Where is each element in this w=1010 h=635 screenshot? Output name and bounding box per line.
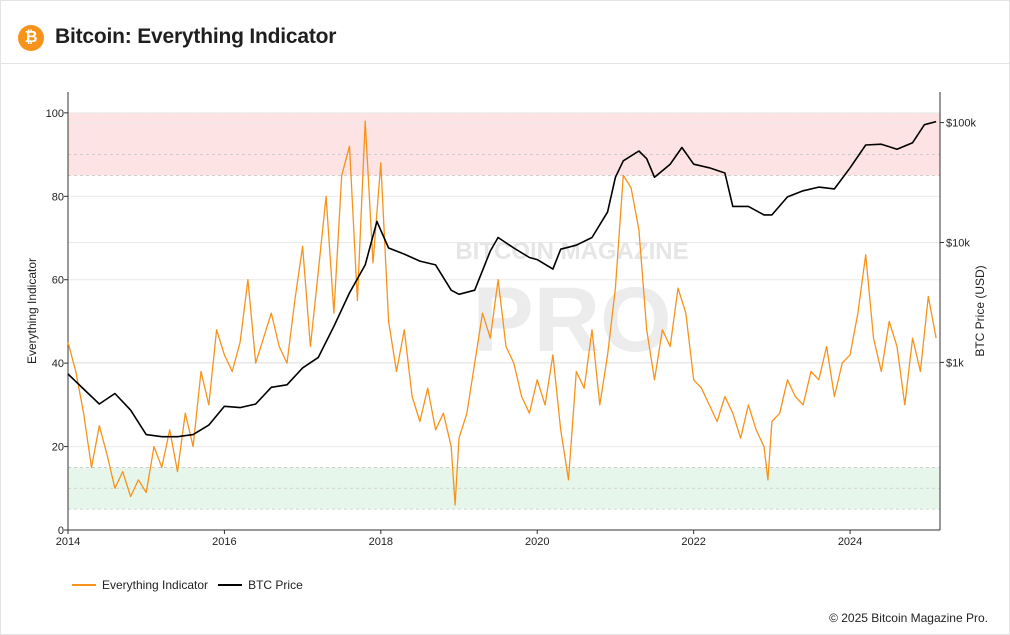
chart-legend: Everything Indicator BTC Price xyxy=(72,578,313,592)
y2-tick-label: $10k xyxy=(946,238,970,250)
legend-item-btc-price[interactable]: BTC Price xyxy=(218,578,303,592)
x-tick-label: 2024 xyxy=(838,536,862,548)
x-tick-label: 2020 xyxy=(525,536,549,548)
band-high-zone xyxy=(68,112,940,176)
x-tick-label: 2014 xyxy=(56,536,80,548)
x-tick-label: 2016 xyxy=(212,536,236,548)
watermark-line1: BITCOIN MAGAZINE xyxy=(455,238,688,265)
watermark-line2: PRO xyxy=(472,269,671,371)
legend-item-everything-indicator[interactable]: Everything Indicator xyxy=(72,578,208,592)
btc-price-line xyxy=(67,120,937,438)
y-axis-title: Everything Indicator xyxy=(25,258,39,364)
y-tick-label: 0 xyxy=(58,525,64,537)
x-tick-label: 2022 xyxy=(681,536,705,548)
y-tick-label: 20 xyxy=(52,442,64,454)
everything-indicator-line xyxy=(67,120,937,506)
chart-plot: BITCOIN MAGAZINE PRO 0 20 40 60 80 100 $1k $10k $1… xyxy=(25,92,987,548)
copyright-notice: © 2025 Bitcoin Magazine Pro. xyxy=(829,611,988,625)
band-low-zone xyxy=(68,467,940,510)
legend-label: Everything Indicator xyxy=(102,578,209,592)
chart-header: ₿ Bitcoin: Everything Indicator xyxy=(1,1,1009,64)
y-tick-label: 100 xyxy=(46,108,64,120)
legend-swatch-indicator xyxy=(72,584,96,586)
x-tick-label: 2018 xyxy=(369,536,393,548)
y-tick-label: 60 xyxy=(52,275,64,287)
y2-tick-label: $1k xyxy=(946,357,964,369)
y2-axis-title: BTC Price (USD) xyxy=(973,265,987,356)
legend-swatch-price xyxy=(218,584,243,586)
y-tick-label: 80 xyxy=(52,191,64,203)
chart-title: Bitcoin: Everything Indicator xyxy=(55,25,337,48)
y-tick-label: 40 xyxy=(52,358,64,370)
y2-tick-label: $100k xyxy=(946,118,976,130)
legend-label: BTC Price xyxy=(248,578,303,592)
bitcoin-logo-icon: ₿ xyxy=(18,25,44,51)
